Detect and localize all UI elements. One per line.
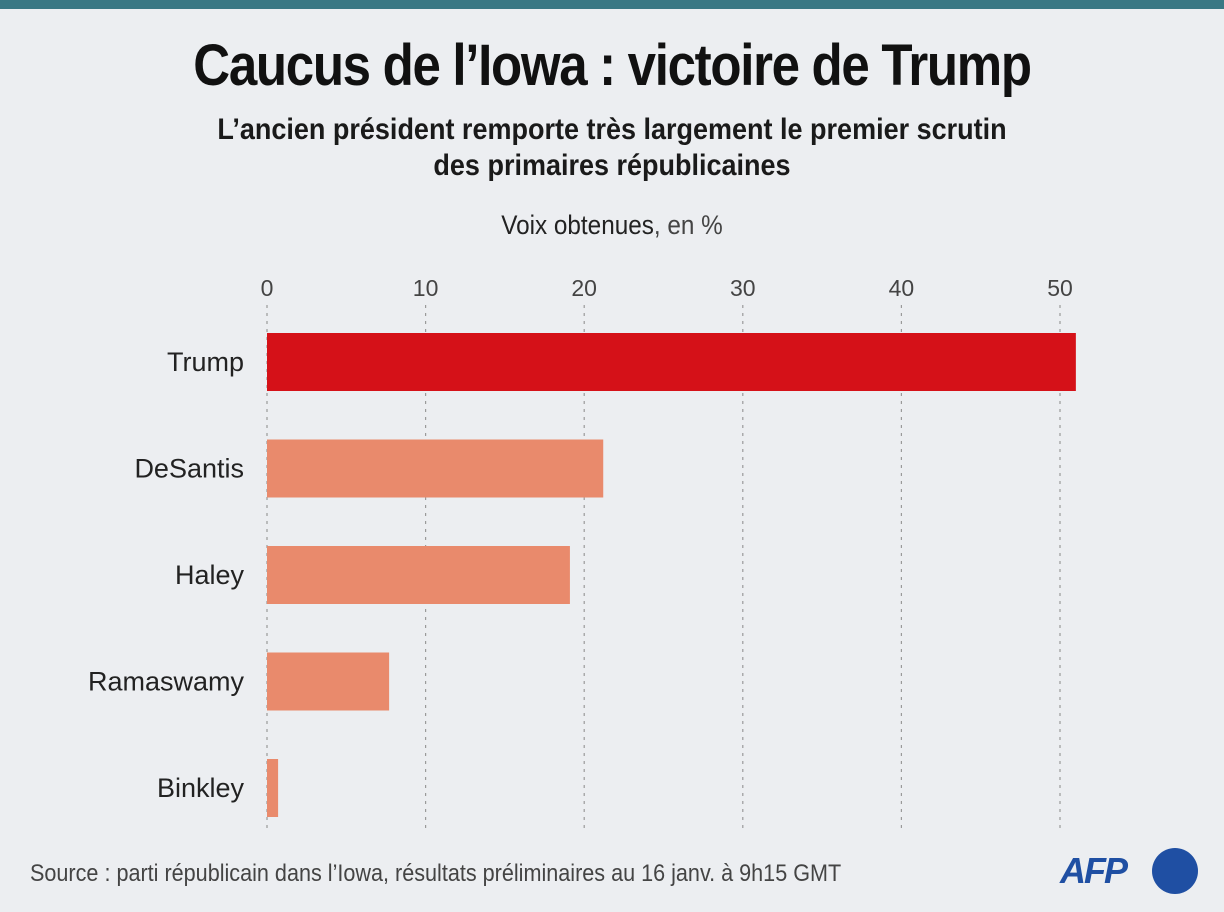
- axis-title: Voix obtenues, en %: [61, 210, 1163, 241]
- bar-ramaswamy: [267, 652, 390, 711]
- source-note: Source : parti républicain dans l’Iowa, …: [30, 860, 842, 887]
- bars: [267, 333, 1076, 817]
- top-accent-bar: [0, 0, 1224, 9]
- subtitle-line-2: des primaires républicaines: [433, 149, 791, 182]
- category-label: DeSantis: [134, 454, 244, 484]
- x-tick-labels: 0 10 20 30 40 50: [261, 275, 1073, 301]
- axis-title-unit: , en %: [653, 210, 723, 240]
- axis-title-label: Voix obtenues: [501, 210, 654, 240]
- bar-haley: [267, 546, 570, 604]
- category-label: Ramaswamy: [88, 667, 245, 697]
- bar-desantis: [267, 439, 604, 498]
- afp-logo-dot-icon: [1152, 848, 1198, 894]
- chart-subtitle: L’ancien président remporte très largeme…: [61, 112, 1163, 184]
- afp-logo: AFP: [1060, 846, 1200, 894]
- bar-binkley: [267, 759, 279, 817]
- x-tick-label: 40: [889, 275, 915, 301]
- x-tick-label: 0: [261, 275, 274, 301]
- chart-title: Caucus de l’Iowa : victoire de Trump: [193, 33, 1032, 98]
- afp-logo-text: AFP: [1060, 850, 1128, 891]
- x-tick-label: 30: [730, 275, 756, 301]
- x-tick-label: 10: [413, 275, 439, 301]
- bar-trump: [267, 333, 1076, 391]
- x-tick-label: 20: [571, 275, 597, 301]
- category-label: Trump: [167, 347, 244, 377]
- x-tick-label: 50: [1047, 275, 1073, 301]
- subtitle-line-1: L’ancien président remporte très largeme…: [217, 113, 1007, 146]
- category-label: Binkley: [157, 773, 245, 803]
- category-labels: Trump DeSantis Haley Ramaswamy Binkley: [88, 347, 245, 803]
- category-label: Haley: [175, 560, 245, 590]
